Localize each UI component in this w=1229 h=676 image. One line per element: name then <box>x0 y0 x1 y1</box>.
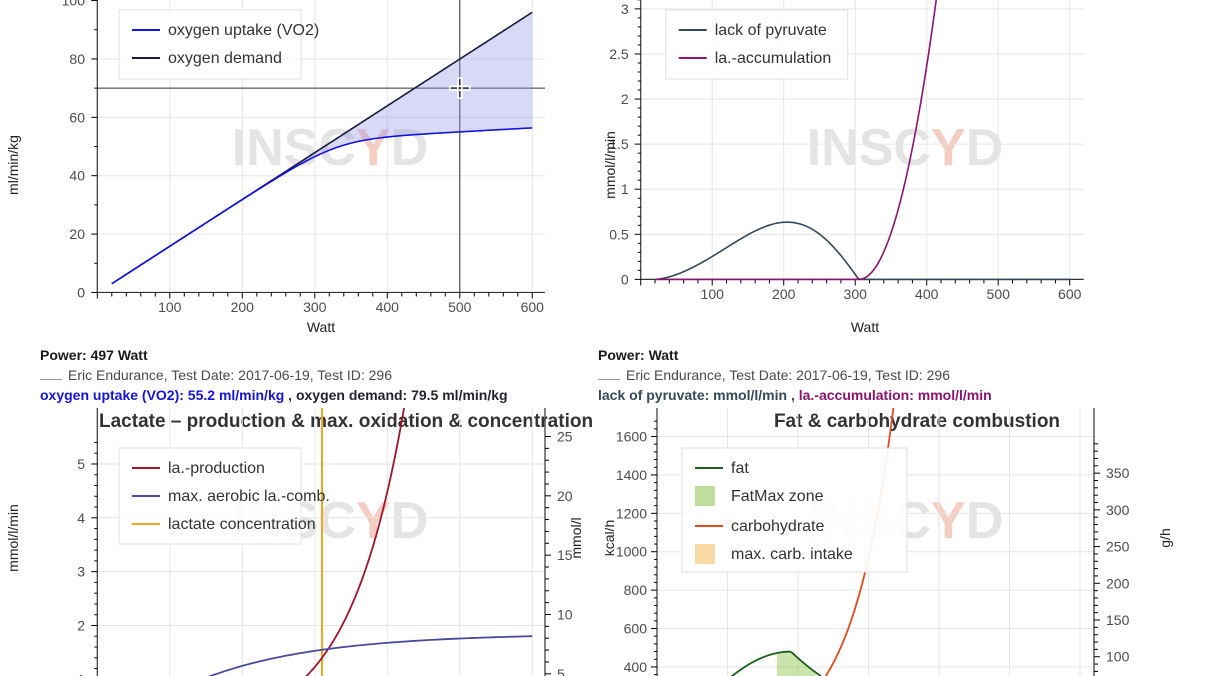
svg-text:ml/min/kg: ml/min/kg <box>5 135 21 195</box>
svg-text:500: 500 <box>987 286 1011 302</box>
svg-text:0: 0 <box>77 284 85 300</box>
svg-text:INSCYD: INSCYD <box>807 119 1004 177</box>
svg-text:400: 400 <box>376 299 400 315</box>
svg-text:500: 500 <box>448 299 472 315</box>
svg-text:lactate concentration: lactate concentration <box>168 516 316 533</box>
svg-text:Fat & carbohydrate combustion: Fat & carbohydrate combustion <box>774 411 1060 432</box>
svg-text:Lactate – production & max. ox: Lactate – production & max. oxidation & … <box>99 411 593 432</box>
svg-text:100: 100 <box>62 0 86 9</box>
svg-text:0: 0 <box>621 271 629 287</box>
svg-text:la.-accumulation: la.-accumulation <box>715 50 832 67</box>
svg-text:100: 100 <box>158 299 182 315</box>
svg-text:mmol/l: mmol/l <box>568 517 584 558</box>
svg-text:Watt: Watt <box>307 319 335 335</box>
svg-text:600: 600 <box>521 299 545 315</box>
svg-text:1400: 1400 <box>616 467 647 483</box>
svg-text:400: 400 <box>624 659 648 675</box>
svg-text:1200: 1200 <box>616 505 647 521</box>
svg-text:1: 1 <box>77 671 85 676</box>
svg-text:300: 300 <box>844 286 868 302</box>
svg-text:max. aerobic la.-comb.: max. aerobic la.-comb. <box>168 488 330 505</box>
svg-text:80: 80 <box>69 51 85 67</box>
svg-text:FatMax zone: FatMax zone <box>731 488 824 505</box>
svg-text:100: 100 <box>701 286 725 302</box>
svg-text:20: 20 <box>557 488 573 504</box>
svg-text:0.5: 0.5 <box>609 226 629 242</box>
svg-text:2.5: 2.5 <box>609 46 629 62</box>
svg-text:kcal/h: kcal/h <box>605 520 617 557</box>
svg-text:3: 3 <box>77 564 85 580</box>
svg-text:1600: 1600 <box>616 429 647 445</box>
svg-text:2: 2 <box>621 91 629 107</box>
svg-text:oxygen demand: oxygen demand <box>168 50 282 67</box>
svg-text:carbohydrate: carbohydrate <box>731 518 824 535</box>
svg-text:150: 150 <box>1106 612 1130 628</box>
svg-text:5: 5 <box>77 456 85 472</box>
svg-text:1: 1 <box>621 181 629 197</box>
svg-text:400: 400 <box>915 286 939 302</box>
svg-text:60: 60 <box>69 109 85 125</box>
svg-text:5: 5 <box>557 666 565 676</box>
svg-text:mmol/l/min: mmol/l/min <box>5 504 21 572</box>
svg-text:max. carb. intake: max. carb. intake <box>731 546 853 563</box>
svg-text:350: 350 <box>1106 465 1130 481</box>
svg-text:800: 800 <box>624 582 648 598</box>
svg-text:Watt: Watt <box>851 319 879 335</box>
svg-text:600: 600 <box>624 621 648 637</box>
svg-text:20: 20 <box>69 226 85 242</box>
svg-text:200: 200 <box>1106 575 1130 591</box>
svg-text:2: 2 <box>77 617 85 633</box>
svg-text:600: 600 <box>1058 286 1082 302</box>
svg-text:4: 4 <box>77 510 85 526</box>
svg-text:300: 300 <box>303 299 327 315</box>
svg-text:oxygen uptake (VO2): oxygen uptake (VO2) <box>168 22 319 39</box>
svg-text:200: 200 <box>231 299 255 315</box>
svg-text:fat: fat <box>731 460 749 477</box>
svg-text:la.-production: la.-production <box>168 460 265 477</box>
svg-text:lack of pyruvate: lack of pyruvate <box>715 22 827 39</box>
svg-text:25: 25 <box>557 429 573 445</box>
svg-text:mmol/l/min: mmol/l/min <box>605 131 618 199</box>
svg-text:10: 10 <box>557 606 573 622</box>
svg-text:250: 250 <box>1106 539 1130 555</box>
svg-text:300: 300 <box>1106 502 1130 518</box>
svg-text:100: 100 <box>1106 649 1130 665</box>
svg-text:g/h: g/h <box>1157 528 1173 547</box>
svg-text:40: 40 <box>69 168 85 184</box>
svg-text:3: 3 <box>621 1 629 17</box>
svg-text:200: 200 <box>772 286 796 302</box>
svg-text:1000: 1000 <box>616 544 647 560</box>
